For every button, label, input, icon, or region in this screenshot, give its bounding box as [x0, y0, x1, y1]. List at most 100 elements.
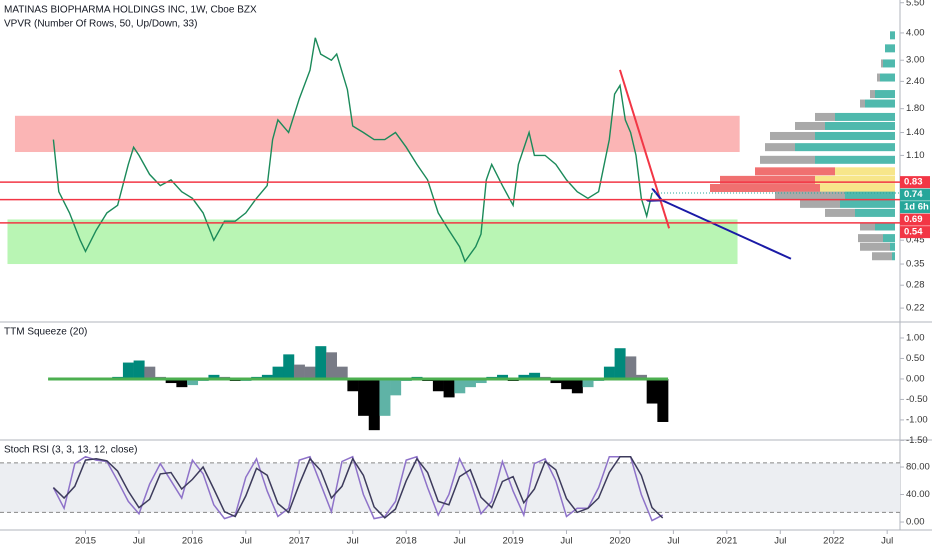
x-tick-label: Jul [133, 536, 145, 547]
momentum-bar [358, 378, 370, 416]
x-tick-label: Jul [454, 536, 466, 547]
profile-up [883, 59, 895, 68]
profile-down [795, 121, 825, 130]
zone [7, 219, 738, 265]
profile-down [710, 184, 820, 193]
x-tick-label: Jul [240, 536, 252, 547]
profile-up [855, 208, 895, 217]
y-tick-label: 1.80 [906, 103, 925, 114]
momentum-bar [561, 378, 573, 390]
profile-up [875, 90, 895, 99]
y-tick-label: 80.00 [906, 462, 930, 473]
momentum-bar [144, 366, 156, 379]
price-label: 0.69 [904, 214, 923, 225]
momentum-bar [614, 348, 626, 379]
y-tick-label: 0.45 [906, 235, 925, 246]
x-tick-label: 2015 [75, 536, 96, 547]
profile-down [765, 143, 795, 152]
y-tick-label: 5.50 [906, 0, 925, 8]
y-tick-label: 1.40 [906, 127, 925, 138]
band-fill [0, 462, 900, 513]
profile-down [860, 242, 890, 251]
momentum-bar [657, 378, 669, 422]
zone [14, 115, 740, 153]
momentum-bar [283, 354, 295, 379]
profile-up [880, 73, 895, 82]
profile-up [835, 112, 895, 121]
profile-down [760, 155, 815, 164]
profile-up [815, 175, 895, 184]
price-label-box [900, 226, 930, 239]
y-tick-label: 3.00 [906, 55, 925, 66]
x-tick-label: 2019 [502, 536, 523, 547]
momentum-bar [625, 356, 637, 379]
profile-up [840, 199, 895, 208]
profile-up [815, 155, 895, 164]
momentum-bar [326, 352, 337, 379]
momentum-bar [635, 374, 647, 379]
y-tick-label: 0.00 [906, 373, 925, 384]
profile-down [881, 59, 883, 68]
profile-down [858, 234, 883, 243]
profile-down [860, 222, 875, 231]
y-tick-label: 4.00 [906, 27, 925, 38]
momentum-bar [347, 378, 359, 392]
x-tick-label: 2020 [609, 536, 630, 547]
profile-up [825, 121, 895, 130]
profile-up [875, 222, 895, 231]
momentum-bar [272, 366, 284, 379]
momentum-bar [518, 374, 530, 379]
x-tick-label: Jul [881, 536, 893, 547]
momentum-bar [603, 366, 615, 379]
profile-down [755, 167, 835, 176]
momentum-bar [336, 366, 348, 379]
momentum-bar [475, 378, 487, 384]
profile-up [845, 191, 895, 200]
price-label: 0.83 [904, 177, 923, 188]
y-tick-label: -1.50 [906, 435, 928, 446]
momentum-bar [432, 378, 444, 392]
profile-up [890, 31, 895, 40]
price-label: 0.54 [904, 227, 923, 238]
profile-down [800, 199, 840, 208]
momentum-bar [122, 362, 134, 379]
x-tick-label: Jul [774, 536, 786, 547]
profile-down [860, 99, 865, 108]
y-tick-label: 1.10 [906, 150, 925, 161]
momentum-bar [454, 378, 466, 394]
y-tick-label: 2.40 [906, 76, 925, 87]
momentum-bar [208, 374, 220, 379]
price-label-box [900, 213, 930, 226]
momentum-bar [304, 366, 316, 379]
profile-up [865, 99, 895, 108]
momentum-bar [368, 378, 380, 431]
price-label-box [900, 188, 930, 201]
y-tick-label: 0.35 [906, 259, 925, 270]
profile-up [820, 184, 895, 193]
momentum-bar [133, 360, 145, 379]
profile-down [775, 191, 845, 200]
momentum-bar [550, 378, 562, 384]
y-tick-label: 40.00 [906, 489, 930, 500]
oscillator-line [52, 455, 664, 522]
x-tick-label: Jul [667, 536, 679, 547]
pane-subtitle: VPVR (Number Of Rows, 50, Up/Down, 33) [4, 19, 197, 30]
momentum-bar [293, 364, 305, 379]
momentum-bar [497, 374, 509, 379]
momentum-bar [582, 378, 594, 388]
momentum-bar [176, 378, 188, 388]
x-tick-label: 2017 [289, 536, 310, 547]
profile-down [877, 73, 880, 82]
momentum-bar [187, 378, 199, 386]
price-label: 0.74 [904, 189, 923, 200]
momentum-bar [390, 378, 402, 396]
momentum-bar [165, 378, 177, 384]
y-tick-label: 0.50 [906, 353, 925, 364]
profile-up [892, 252, 895, 261]
trendline [661, 200, 792, 260]
y-tick-label: -1.00 [906, 414, 928, 425]
profile-down [720, 175, 815, 184]
momentum-bar [379, 378, 391, 416]
momentum-bar [646, 378, 658, 404]
